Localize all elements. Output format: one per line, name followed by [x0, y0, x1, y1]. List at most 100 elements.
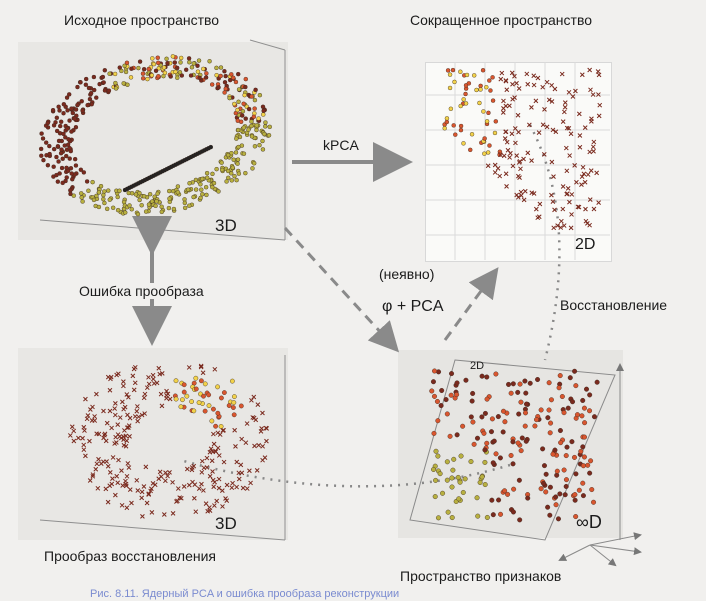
point: [102, 88, 108, 93]
point: [54, 115, 60, 120]
point: [236, 87, 242, 92]
cross-point: [244, 486, 250, 491]
cross-point: [178, 495, 184, 501]
point: [227, 77, 233, 83]
feature-space-points: [429, 368, 600, 523]
point: [580, 397, 586, 403]
point: [262, 131, 267, 137]
cross-point: [140, 513, 145, 519]
point: [479, 373, 485, 379]
cross-point: [219, 488, 225, 493]
point: [448, 392, 454, 398]
point: [502, 419, 508, 425]
point: [557, 373, 563, 379]
point: [191, 194, 196, 200]
cross-point: [252, 443, 257, 449]
reduced-space-title: Сокращенное пространство: [410, 12, 593, 28]
point: [65, 108, 70, 113]
cross-point: [577, 133, 583, 138]
cross-point: [595, 69, 601, 74]
point: [207, 59, 212, 64]
point: [38, 146, 44, 152]
point: [175, 75, 180, 80]
point: [511, 486, 517, 492]
point: [202, 408, 208, 414]
point: [587, 470, 593, 476]
cross-point: [572, 163, 578, 168]
point: [547, 512, 553, 518]
cross-point: [92, 414, 97, 419]
point: [432, 368, 438, 374]
point: [206, 392, 212, 398]
cross-point: [251, 394, 257, 400]
cross-point: [564, 168, 570, 174]
point: [546, 407, 552, 413]
point: [188, 73, 194, 78]
cross-point: [123, 481, 129, 487]
cross-point: [502, 136, 508, 141]
cross-point: [119, 468, 124, 474]
point: [166, 205, 172, 211]
point: [249, 119, 254, 124]
point: [569, 439, 575, 445]
cross-point: [249, 397, 254, 403]
point: [189, 65, 195, 70]
cross-point: [215, 445, 221, 451]
cross-point: [136, 414, 141, 420]
point: [191, 61, 196, 66]
point: [214, 73, 219, 78]
point: [506, 381, 512, 387]
cross-point: [514, 80, 519, 86]
cross-point: [83, 396, 88, 402]
point: [523, 438, 529, 444]
cross-point: [80, 435, 85, 441]
cross-point: [576, 111, 582, 117]
point: [69, 129, 74, 134]
cross-point: [263, 425, 269, 431]
point: [554, 468, 560, 474]
point: [452, 79, 457, 85]
cross-point: [114, 473, 120, 479]
point: [223, 86, 228, 92]
cross-point: [552, 86, 558, 92]
point: [214, 65, 219, 71]
point: [487, 143, 492, 148]
point: [123, 69, 129, 75]
point: [94, 95, 99, 100]
point: [54, 172, 59, 178]
point: [181, 382, 187, 388]
point: [129, 207, 134, 212]
cross-point: [492, 162, 498, 168]
point: [222, 80, 228, 85]
point: [225, 152, 231, 158]
point: [67, 92, 72, 97]
original-space-points: [38, 54, 272, 217]
cross-point: [199, 469, 205, 475]
point: [557, 491, 563, 497]
point: [553, 494, 559, 500]
point: [517, 381, 523, 387]
cross-point: [552, 207, 557, 213]
point: [68, 191, 73, 197]
point: [193, 375, 199, 381]
cross-point: [167, 470, 172, 475]
point: [59, 147, 64, 152]
cross-point: [121, 383, 126, 389]
point: [173, 396, 179, 402]
cross-point: [83, 453, 88, 459]
cross-point: [107, 470, 113, 475]
cross-point: [549, 82, 555, 88]
point: [117, 188, 122, 193]
point: [573, 383, 579, 389]
point: [581, 405, 587, 411]
point: [547, 430, 553, 436]
point: [204, 175, 210, 180]
point: [477, 100, 482, 106]
cross-point: [110, 476, 115, 481]
cross-point: [124, 438, 130, 444]
cross-point: [492, 170, 498, 175]
point: [73, 107, 79, 112]
point: [208, 144, 214, 150]
cross-point: [107, 483, 113, 489]
point: [482, 136, 487, 141]
